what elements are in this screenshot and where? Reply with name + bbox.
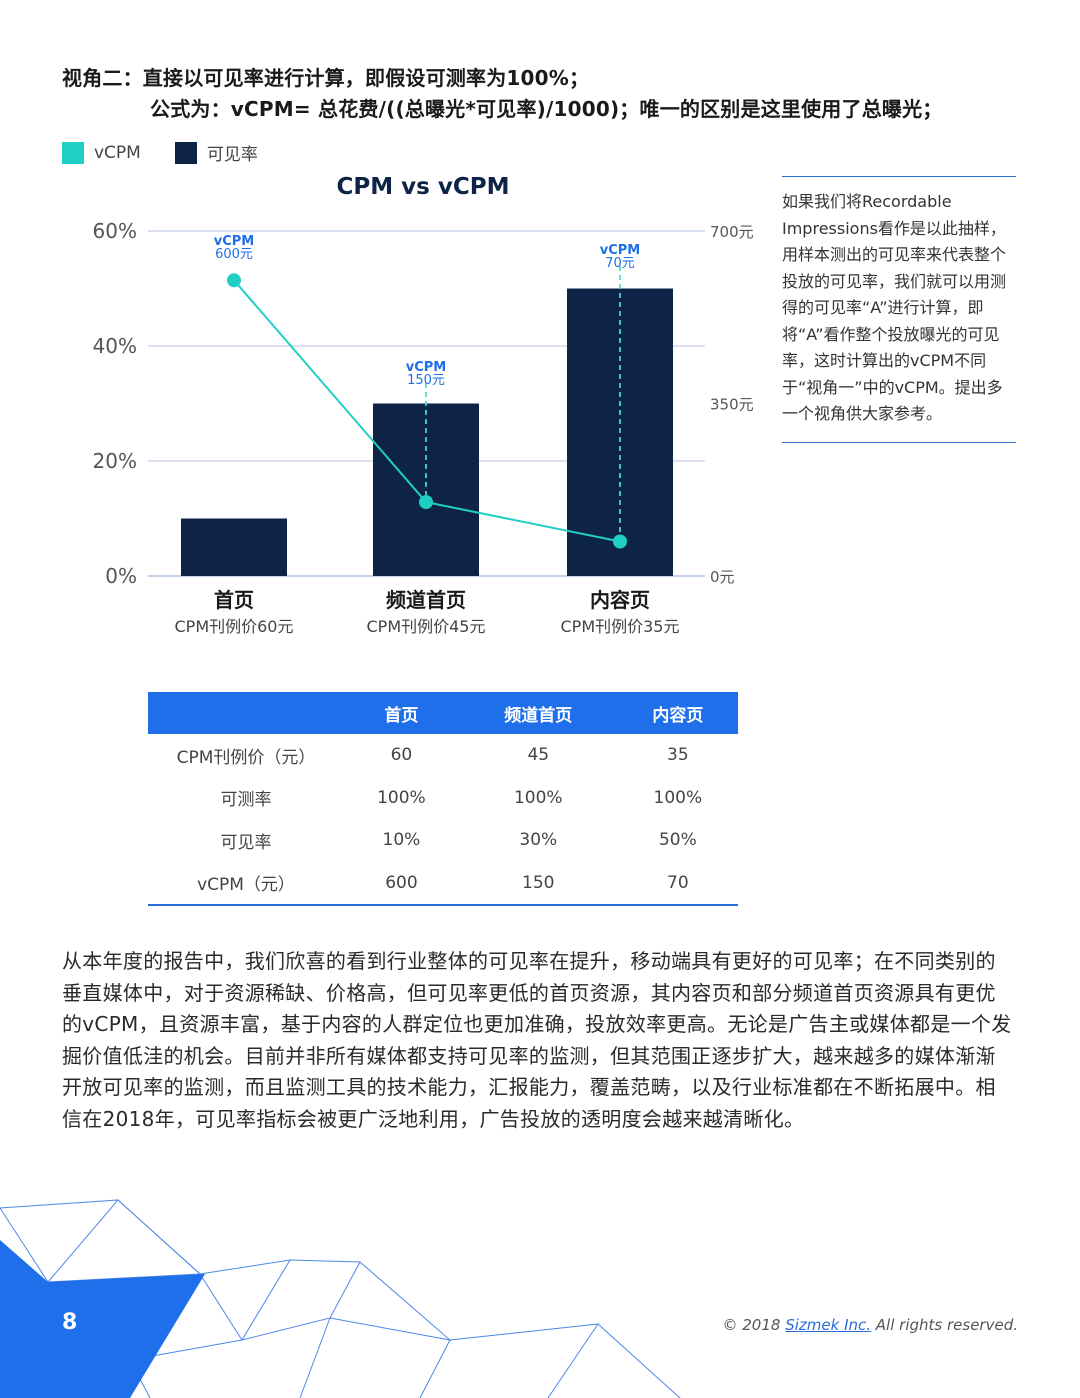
page-number: 8 (62, 1310, 78, 1335)
category-sublabel: CPM刊例价60元 (175, 617, 294, 636)
left-tick-label: 40% (93, 334, 137, 358)
table-row: 可见率 10% 30% 50% (148, 819, 738, 862)
table-row-label: 可见率 (220, 832, 272, 853)
right-tick-label: 700元 (710, 223, 754, 241)
table-cell: 100% (513, 787, 563, 808)
copyright-prefix: © 2018 (722, 1316, 786, 1334)
sizmek-link[interactable]: Sizmek Inc. (785, 1316, 872, 1334)
copyright-notice: © 2018 Sizmek Inc. All rights reserved. (723, 1316, 1019, 1334)
right-tick-label: 350元 (710, 396, 754, 414)
left-tick-label: 60% (93, 219, 137, 243)
table-cell: 100% (653, 787, 703, 808)
table-row: vCPM（元） 600 150 70 (148, 861, 738, 906)
chart-legend: vCPM 可见率 (62, 140, 292, 165)
annotation-value: 70元 (605, 256, 635, 271)
vcpm-marker (227, 273, 241, 288)
category-label: 频道首页 (386, 588, 466, 612)
table-header-cell: 首页 (384, 705, 419, 726)
table-cell: 600 (344, 861, 459, 906)
table-row-label: 可测率 (220, 790, 272, 811)
annotation-label: vCPM (406, 360, 446, 375)
footer-geometric-decoration (0, 1199, 681, 1398)
sidebar-note: 如果我们将Recordable Impressions看作是以此抽样，用样本测出… (782, 176, 1016, 443)
table-cell: 60 (390, 745, 413, 766)
legend-label-vcpm: vCPM (94, 142, 141, 163)
copyright-suffix: All rights reserved. (871, 1316, 1018, 1334)
vcpm-marker (613, 534, 627, 549)
category-label: 首页 (214, 588, 254, 612)
body-paragraph: 从本年度的报告中，我们欣喜的看到行业整体的可见率在提升，移动端具有更好的可见率；… (62, 949, 1012, 1131)
category-sublabel: CPM刊例价35元 (561, 617, 680, 636)
category-label: 内容页 (590, 588, 650, 612)
annotation-value: 150元 (407, 373, 445, 388)
table-row-label: CPM刊例价（元） (176, 747, 316, 768)
table-cell: 35 (667, 745, 689, 766)
table-cell: 150 (458, 861, 618, 906)
table-row: CPM刊例价（元） 60 45 35 (148, 734, 738, 777)
table-cell: 30% (519, 830, 558, 851)
table-header-cell (148, 692, 344, 734)
legend-swatch-visibility (174, 141, 197, 164)
footer-blue-triangle (0, 1240, 205, 1398)
legend-label-visibility: 可见率 (206, 145, 258, 165)
left-tick-label: 0% (105, 564, 137, 588)
vcpm-marker (419, 495, 433, 510)
annotation-label: vCPM (214, 234, 254, 249)
left-tick-label: 20% (93, 449, 137, 473)
legend-item-visibility: 可见率 (174, 140, 258, 165)
table-header-cell: 频道首页 (504, 705, 573, 726)
category-sublabel: CPM刊例价45元 (367, 617, 486, 636)
right-tick-label: 0元 (710, 568, 735, 586)
bar-1 (181, 518, 287, 576)
comparison-table: 首页 频道首页 内容页 CPM刊例价（元） 60 45 35 可测率 100% … (148, 692, 738, 906)
legend-swatch-vcpm (62, 141, 84, 164)
heading-line-1: 视角二：直接以可见率进行计算，即假设可测率为100%； (62, 66, 590, 90)
table-cell: 50% (658, 830, 697, 851)
legend-item-vcpm: vCPM (62, 141, 141, 164)
table-row: 可测率 100% 100% 100% (148, 777, 738, 820)
table-cell: 10% (382, 830, 421, 851)
table-header-cell: 内容页 (652, 705, 704, 726)
annotation-value: 600元 (215, 247, 253, 262)
chart-title: CPM vs vCPM (337, 174, 510, 200)
table-row-label: vCPM（元） (148, 861, 344, 906)
table-cell: 70 (617, 861, 738, 906)
table-cell: 45 (527, 745, 550, 766)
annotation-label: vCPM (600, 243, 640, 258)
table-header-row: 首页 频道首页 内容页 (148, 692, 738, 734)
table-cell: 100% (377, 787, 426, 808)
heading-line-2: 公式为：vCPM= 总花费/((总曝光*可见率)/1000)；唯一的区别是这里使… (150, 97, 943, 121)
